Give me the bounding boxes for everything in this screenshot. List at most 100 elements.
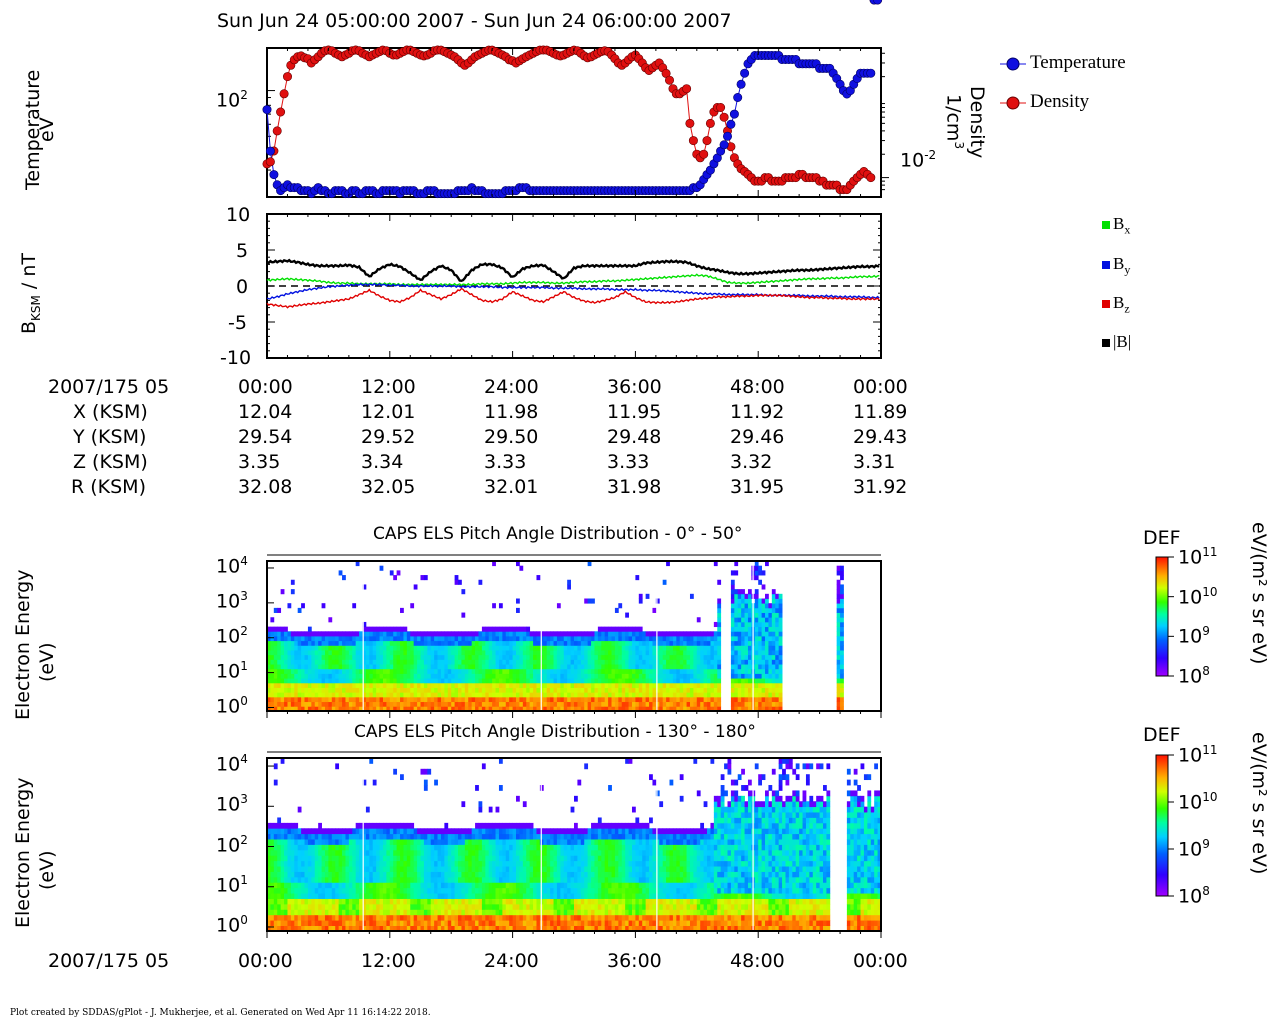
spectro-cell <box>464 898 469 905</box>
spectro-cell <box>314 654 319 660</box>
spectro-cell <box>280 589 285 595</box>
spectro-cell <box>338 839 343 845</box>
spectro-cell <box>427 659 432 665</box>
spectro-cell <box>379 855 384 862</box>
spectro-cell <box>423 828 428 835</box>
spectro-cell <box>331 844 336 851</box>
spectro-cell <box>410 682 415 688</box>
spectro-cell <box>280 828 285 835</box>
spectro-cell <box>512 631 517 637</box>
spectro-cell <box>635 640 640 646</box>
spectro-cell <box>270 860 275 867</box>
spectro-cell <box>580 664 585 670</box>
spectro-cell <box>430 706 435 712</box>
spectro-cell <box>550 650 554 656</box>
spectro-cell <box>430 673 435 679</box>
spectro-cell <box>516 659 520 665</box>
spectro-cell <box>434 640 438 646</box>
spectro-cell <box>597 645 602 651</box>
spectro-cell <box>454 833 459 840</box>
spectro-cell <box>468 860 473 867</box>
spectro-cell <box>498 678 503 684</box>
spectro-cell <box>280 664 285 670</box>
spectro-cell <box>444 849 449 856</box>
spectro-cell <box>417 828 421 835</box>
spectro-cell <box>741 659 745 665</box>
spectro-cell <box>400 855 404 862</box>
spectro-cell <box>744 593 749 599</box>
spectro-cell <box>713 668 718 674</box>
spectro-cell <box>376 925 380 932</box>
spectro-cell <box>778 654 783 660</box>
spectro-cell <box>430 640 435 646</box>
spectro-cell <box>737 659 742 665</box>
spectro-cell <box>359 636 363 642</box>
spectro-cell <box>604 673 609 679</box>
spectro-cell <box>734 654 739 660</box>
spectro-cell <box>318 640 322 646</box>
spectro-cell <box>311 636 316 642</box>
spectro-cell <box>314 696 319 703</box>
spectro-cell <box>679 631 684 637</box>
spectro-cell <box>321 673 326 679</box>
spectro-cell <box>492 692 496 698</box>
spectro-cell <box>437 849 442 856</box>
spectro-cell <box>481 650 486 656</box>
spectro-cell <box>273 844 278 851</box>
spectro-cell <box>628 631 633 637</box>
spectro-cell <box>560 673 565 679</box>
spectro-cell <box>560 687 565 693</box>
spectro-cell <box>290 882 295 889</box>
spectro-cell <box>707 668 711 674</box>
spectro-cell <box>331 882 336 889</box>
spectro-cell <box>703 701 708 707</box>
spectro-cell <box>434 645 438 651</box>
temperature-point <box>262 105 272 115</box>
ephem-value: 12.04 <box>238 401 293 423</box>
spectro-cell <box>679 687 684 693</box>
spectro-cell <box>628 701 633 707</box>
spectro-cell <box>430 701 435 707</box>
spectro-cell <box>628 687 633 693</box>
spectro-cell <box>434 860 438 867</box>
spectro-cell <box>430 839 435 845</box>
spectro-cell <box>498 833 503 840</box>
spectro-cell <box>393 673 398 679</box>
spectro-cell <box>669 654 674 660</box>
spectro-cell <box>492 866 496 872</box>
spectro-cell <box>703 636 708 642</box>
spectro-cell <box>294 664 299 670</box>
spectro-cell <box>280 898 285 905</box>
spectro-cell <box>601 692 606 698</box>
spectro-cell <box>631 636 636 642</box>
spectro-cell <box>413 654 418 660</box>
spectro-cell <box>628 645 633 651</box>
spectro-cell <box>516 678 520 684</box>
spectro-cell <box>386 682 391 688</box>
spectro-cell <box>413 678 418 684</box>
spectro-cell <box>267 893 271 899</box>
spectro-cell <box>386 839 391 845</box>
spectro-cell <box>485 645 490 651</box>
spectro-cell <box>352 887 357 894</box>
spectro-cell <box>379 565 384 571</box>
spectro-cell <box>267 822 271 829</box>
spectro-cell <box>304 893 309 899</box>
ephem-value: 11.92 <box>730 401 785 423</box>
spectro-cell <box>301 701 305 707</box>
spectro-cell <box>754 659 759 665</box>
spectro-cell <box>587 636 592 642</box>
spectro-cell <box>280 682 285 688</box>
spectro-cell <box>400 696 404 703</box>
spectro-cell <box>741 593 745 599</box>
spectro-cell <box>631 626 636 632</box>
spectro-cell <box>270 682 275 688</box>
spectro-cell <box>666 678 670 684</box>
spectro-cell <box>440 631 445 637</box>
spectro-cell <box>734 706 739 712</box>
spectro-cell <box>468 876 473 883</box>
spectro-cell <box>754 589 759 595</box>
spectro-cell <box>614 650 619 656</box>
spectro-cell <box>396 701 401 707</box>
spectro-cell <box>768 654 773 660</box>
